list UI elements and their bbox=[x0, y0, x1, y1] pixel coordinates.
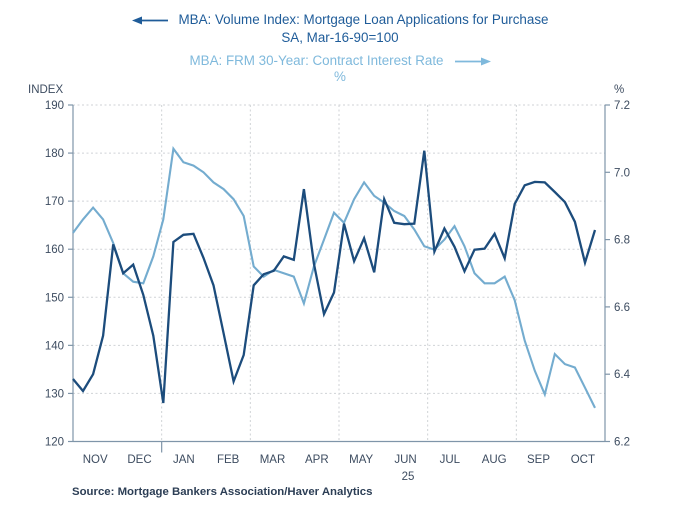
x-axis-month-label: MAY bbox=[349, 454, 373, 466]
y-axis-tick-label: 190 bbox=[45, 100, 64, 112]
y2-axis-tick-label: 6.6 bbox=[614, 302, 630, 314]
volume-index-line bbox=[72, 150, 597, 404]
x-axis-month-label: NOV bbox=[83, 454, 108, 466]
x-axis-year-label: 25 bbox=[402, 471, 415, 483]
source-note: Source: Mortgage Bankers Association/Hav… bbox=[72, 486, 373, 498]
y-axis-tick-label: 160 bbox=[45, 244, 64, 256]
x-axis-month-label: MAR bbox=[260, 454, 286, 466]
y2-axis-tick-label: 6.8 bbox=[614, 235, 630, 247]
x-axis-month-label: AUG bbox=[482, 454, 507, 466]
y-axis-tick-label: 150 bbox=[45, 292, 64, 304]
y-axis-tick-label: 140 bbox=[45, 340, 64, 352]
left-axis-unit-label: INDEX bbox=[28, 84, 63, 96]
x-axis-month-label: SEP bbox=[527, 454, 550, 466]
x-axis-month-label: OCT bbox=[571, 454, 595, 466]
y2-axis-tick-label: 7.2 bbox=[614, 100, 630, 112]
x-axis-month-label: APR bbox=[305, 454, 329, 466]
y-axis-tick-label: 180 bbox=[45, 148, 64, 160]
x-axis-month-label: JUL bbox=[440, 454, 461, 466]
right-axis-unit-label: % bbox=[614, 84, 624, 96]
interest-rate-line bbox=[72, 146, 596, 409]
x-axis-month-label: DEC bbox=[127, 454, 151, 466]
y-axis-tick-label: 130 bbox=[45, 388, 64, 400]
y2-axis-tick-label: 6.4 bbox=[614, 369, 631, 381]
x-axis-month-label: JUN bbox=[394, 454, 416, 466]
y2-axis-tick-label: 7.0 bbox=[614, 167, 630, 179]
x-axis-month-label: JAN bbox=[173, 454, 195, 466]
y-axis-tick-label: 120 bbox=[45, 437, 64, 449]
y2-axis-tick-label: 6.2 bbox=[614, 437, 630, 449]
y-axis-tick-label: 170 bbox=[45, 196, 64, 208]
x-axis-month-label: FEB bbox=[217, 454, 240, 466]
